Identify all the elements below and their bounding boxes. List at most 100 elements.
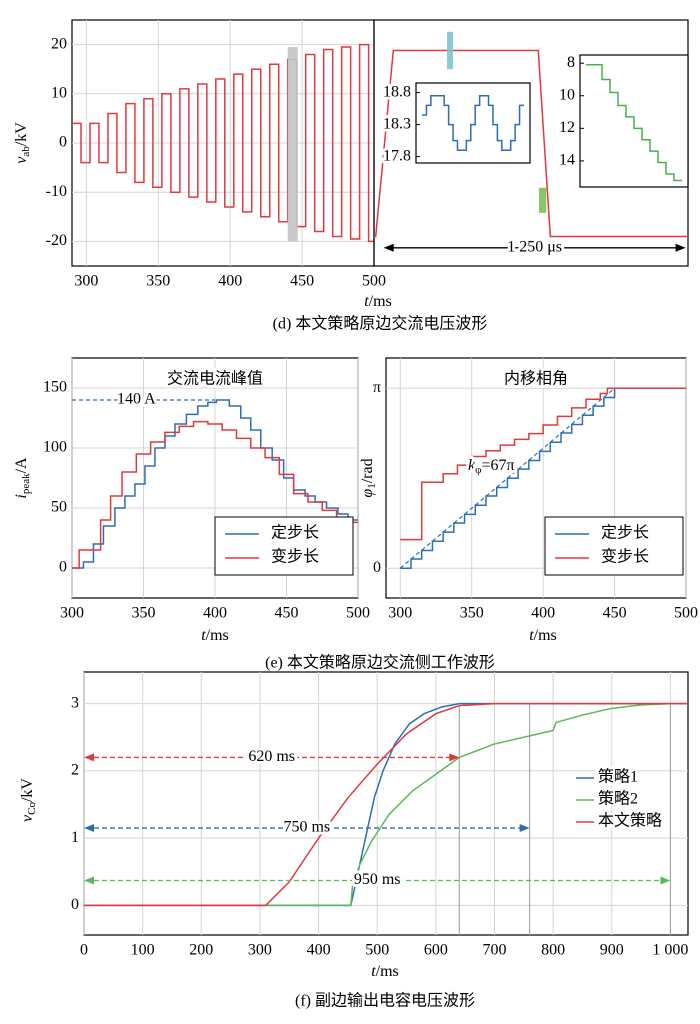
axis-label-unit: /ms [369,293,392,310]
arrow-head [675,243,686,252]
x-tick-label: 300 [60,605,84,622]
highlight [538,187,547,213]
legend-label: 变步长 [271,548,319,566]
axis-label-symbol: t [364,293,369,310]
legend-box [544,516,684,576]
x-tick-label: 450 [603,605,627,622]
y-tick-label: 20 [51,35,67,52]
x-tick-label: 400 [203,605,227,622]
series-line [400,387,686,569]
arrow-head [84,824,94,833]
legend-label: 策略2 [598,790,638,808]
legend-label: 定步长 [271,524,319,542]
x-tick-label: 400 [218,273,242,290]
axis-label-symbol: v [19,814,36,822]
caption: (d) 本文策略原边交流电压波形 [273,315,488,333]
arrow-label: 620 ms [248,748,295,765]
x-tick-label: 800 [541,942,565,959]
caption: (e) 本文策略原边交流侧工作波形 [265,654,495,672]
x-tick-label: 350 [460,605,484,622]
x-tick-label: 350 [132,605,156,622]
arrow-head [449,753,460,762]
axis-label-sub: Co [26,802,38,815]
x-tick-label: 600 [424,942,448,959]
axis-label: vCo/kV [19,778,38,822]
chart-title: 内移相角 [504,370,568,388]
axis-label-unit: /ms [376,963,399,980]
x-tick-label: 500 [674,605,698,622]
arrow-label: 950 ms [354,871,401,888]
y-tick-label: 8 [567,54,575,71]
y-tick-label: 0 [59,134,67,151]
x-tick-label: 300 [74,273,98,290]
x-tick-label: 500 [362,273,386,290]
arrow-head [383,243,394,252]
arrow-head [84,753,94,762]
y-tick-label: 0 [59,559,67,576]
axis-label: vab/kV [13,122,32,164]
axis-label: φ1/rad [359,458,378,497]
axis-label-symbol: t [529,627,534,644]
x-tick-label: 900 [600,942,624,959]
axis-label: t/ms [201,627,229,644]
annotation: kφ=67π [468,457,515,476]
y-tick-label: -10 [46,183,67,200]
x-tick-label: 200 [189,942,213,959]
y-tick-label: 17.8 [383,147,411,164]
axis-label-sub: 1 [366,483,378,489]
x-tick-label: 350 [146,273,170,290]
axis-label: t/ms [529,627,557,644]
y-tick-label: π [373,379,381,396]
series-line [72,399,358,569]
guide-line [399,387,615,569]
y-tick-label: 50 [51,499,67,516]
axis-label-unit: /A [13,457,30,473]
axis-label-unit: /ms [534,627,557,644]
x-tick-label: 450 [275,605,299,622]
annotation-rest: =67π [481,457,514,474]
legend-label: 本文策略 [598,812,662,830]
axis-label-symbol: i [13,494,30,498]
legend-label: 变步长 [601,548,649,566]
x-tick-label: 100 [131,942,155,959]
x-tick-label: 700 [482,942,506,959]
y-tick-label: 18.3 [383,115,411,132]
highlight [446,31,453,70]
y-tick-label: -20 [46,232,67,249]
series-line [586,64,682,182]
x-tick-label: 500 [365,942,389,959]
axis-label-symbol: t [201,627,206,644]
axis-label-symbol: t [371,963,376,980]
x-tick-label: 1 000 [652,942,688,959]
x-tick-label: 450 [290,273,314,290]
y-tick-label: 2 [71,762,79,779]
annotation-sub: φ [475,464,481,476]
y-tick-label: 18.8 [383,83,411,100]
axis-label-unit: /kV [13,122,30,146]
x-tick-label: 300 [388,605,412,622]
legend-label: 定步长 [601,524,649,542]
axis-label-unit: /ms [206,627,229,644]
y-tick-label: 14 [559,152,575,169]
series-line [400,387,686,541]
x-tick-label: 500 [346,605,370,622]
axis-label-symbol: φ [359,489,376,498]
axis-label: t/ms [371,963,399,980]
axis-label: ipeak/A [13,457,32,499]
legend-box [214,516,354,576]
plot-frame [415,82,531,164]
y-tick-label: 10 [51,84,67,101]
series-line [84,702,688,907]
x-tick-label: 300 [248,942,272,959]
series-line [84,702,688,907]
axis-label: t/ms [364,293,392,310]
x-tick-label: 400 [531,605,555,622]
axis-label-sub: peak [20,473,32,494]
arrow-head [660,876,671,885]
y-tick-label: 3 [71,694,79,711]
arrow-head [519,824,530,833]
y-tick-label: 1 [71,829,79,846]
axis-label-symbol: v [13,156,30,164]
y-tick-label: 10 [559,86,575,103]
